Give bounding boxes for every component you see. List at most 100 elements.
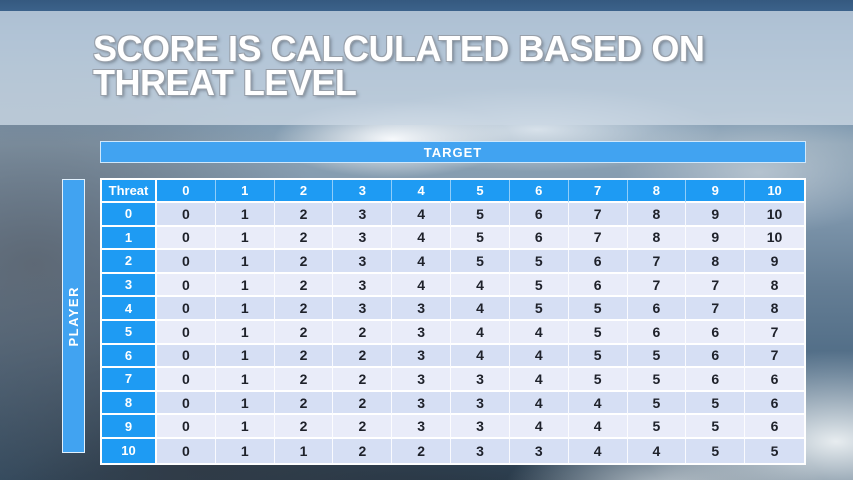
score-cell: 5 (686, 438, 746, 463)
score-cell: 4 (509, 391, 569, 416)
score-cell: 2 (274, 226, 334, 251)
row-header: 8 (102, 391, 157, 416)
score-cell: 2 (333, 344, 393, 369)
score-cell: 1 (215, 250, 275, 274)
score-cell: 8 (627, 203, 687, 227)
score-cell: 3 (451, 391, 510, 416)
score-cell: 5 (745, 438, 804, 463)
column-header: 7 (568, 180, 628, 203)
row-header: 2 (102, 250, 157, 274)
score-cell: 0 (157, 297, 216, 321)
score-cell: 10 (745, 203, 804, 227)
score-cell: 3 (392, 320, 452, 345)
score-cell: 7 (745, 320, 804, 345)
row-header: 9 (102, 415, 157, 439)
score-cell: 5 (627, 368, 687, 392)
table-row: 0 0 1 2 3 4 5 6 7 8 9 10 (102, 203, 804, 227)
score-cell: 6 (686, 320, 746, 345)
score-cell: 3 (333, 226, 393, 251)
score-cell: 2 (274, 203, 334, 227)
score-cell: 5 (451, 226, 510, 251)
score-cell: 1 (215, 344, 275, 369)
score-cell: 3 (333, 250, 393, 274)
score-cell: 2 (274, 415, 334, 439)
score-cell: 0 (157, 438, 216, 463)
score-cell: 5 (568, 297, 628, 321)
score-cell: 2 (333, 415, 393, 439)
target-axis-bar: TARGET (100, 141, 806, 163)
score-cell: 7 (627, 250, 687, 274)
score-cell: 4 (568, 415, 628, 439)
score-cell: 5 (568, 344, 628, 369)
score-cell: 7 (568, 203, 628, 227)
score-cell: 5 (686, 415, 746, 439)
score-cell: 4 (509, 368, 569, 392)
score-cell: 6 (745, 415, 804, 439)
score-cell: 1 (215, 297, 275, 321)
column-header: 1 (215, 180, 275, 203)
score-cell: 2 (333, 320, 393, 345)
score-cell: 8 (745, 297, 804, 321)
column-header: 5 (451, 180, 510, 203)
target-axis-label: TARGET (423, 144, 483, 160)
score-cell: 0 (157, 344, 216, 369)
title-banner: SCORE IS CALCULATED BASED ON THREAT LEVE… (0, 11, 853, 125)
score-cell: 8 (745, 273, 804, 298)
score-cell: 6 (627, 320, 687, 345)
column-header: 6 (509, 180, 569, 203)
score-cell: 4 (392, 273, 452, 298)
score-cell: 6 (509, 226, 569, 251)
score-cell: 5 (568, 368, 628, 392)
score-cell: 2 (274, 344, 334, 369)
score-cell: 8 (686, 250, 746, 274)
row-header: 7 (102, 368, 157, 392)
score-cell: 4 (451, 320, 510, 345)
score-cell: 2 (274, 320, 334, 345)
score-cell: 2 (392, 438, 452, 463)
score-cell: 0 (157, 391, 216, 416)
row-header: 4 (102, 297, 157, 321)
score-cell: 5 (627, 391, 687, 416)
column-header: 10 (745, 180, 804, 203)
score-cell: 2 (333, 368, 393, 392)
row-header: 10 (102, 438, 157, 463)
score-cell: 4 (627, 438, 687, 463)
score-cell: 6 (627, 297, 687, 321)
score-cell: 6 (509, 203, 569, 227)
score-cell: 4 (451, 273, 510, 298)
score-cell: 0 (157, 368, 216, 392)
slide-title: SCORE IS CALCULATED BASED ON THREAT LEVE… (93, 31, 813, 101)
score-cell: 3 (392, 368, 452, 392)
column-header: 8 (627, 180, 687, 203)
score-cell: 2 (274, 273, 334, 298)
score-cell: 4 (509, 320, 569, 345)
score-cell: 3 (333, 297, 393, 321)
score-cell: 2 (274, 391, 334, 416)
score-cell: 1 (215, 438, 275, 463)
column-header: 9 (686, 180, 746, 203)
score-cell: 5 (627, 415, 687, 439)
score-cell: 1 (215, 273, 275, 298)
score-cell: 6 (568, 273, 628, 298)
column-header: 3 (333, 180, 393, 203)
score-cell: 10 (745, 226, 804, 251)
score-cell: 3 (451, 415, 510, 439)
score-cell: 2 (274, 297, 334, 321)
score-cell: 2 (274, 368, 334, 392)
score-cell: 5 (509, 297, 569, 321)
score-cell: 3 (333, 203, 393, 227)
score-cell: 6 (745, 391, 804, 416)
score-cell: 7 (745, 344, 804, 369)
score-cell: 2 (274, 250, 334, 274)
score-cell: 5 (509, 273, 569, 298)
column-header: 4 (392, 180, 452, 203)
score-cell: 4 (568, 391, 628, 416)
score-cell: 4 (392, 250, 452, 274)
score-cell: 3 (333, 273, 393, 298)
